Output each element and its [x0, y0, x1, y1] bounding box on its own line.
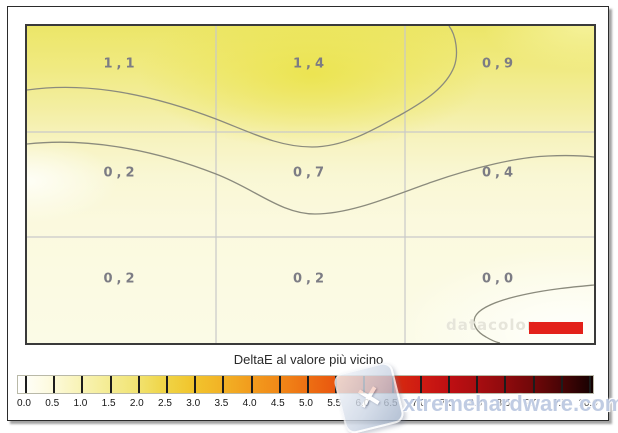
cell-value-label: 1,4 [292, 56, 329, 72]
colorbar-tick-label: 3.5 [214, 398, 229, 409]
colorbar-tick-label: 4.5 [270, 398, 285, 409]
colorbar-title: DeltaE al valore più vicino [233, 352, 384, 367]
cell-value-label: 0,9 [481, 56, 518, 72]
colorbar-tick [109, 376, 112, 393]
cell-value-label: 0,4 [481, 165, 518, 181]
colorbar-tick-label: 9.0 [524, 398, 539, 409]
cell-value-label: 0,2 [292, 271, 329, 287]
colorbar-tick [81, 376, 84, 393]
colorbar-tick-label: 1.0 [73, 398, 88, 409]
cell-value-label: 1,1 [103, 56, 139, 72]
contour-line-upper [27, 26, 458, 148]
colorbar-tick [504, 376, 507, 393]
cell-value-label: 0,2 [103, 271, 139, 287]
colorbar-tick [560, 376, 563, 393]
xtremehardware-watermark: xtremehardware.com [403, 391, 618, 416]
colorbar-tick-label: 7.0 [411, 398, 426, 409]
colorbar-tick-label: 3.0 [186, 398, 201, 409]
colorbar-tick-label: 7.5 [440, 398, 454, 409]
heatmap-plot: 1,1 1,4 0,9 0,2 0,7 0,4 0,2 0,2 0,0 datacolor [25, 24, 596, 345]
colorbar-tick-label: 10.0 [578, 398, 598, 409]
datacolor-watermark: datacolor [446, 316, 536, 334]
chart-frame: 1,1 1,4 0,9 0,2 0,7 0,4 0,2 0,2 0,0 datacolor De… [7, 6, 618, 433]
colorbar-tick-label: 9.5 [552, 398, 567, 409]
colorbar-tick [222, 376, 225, 393]
colorbar-gradient [17, 375, 594, 394]
colorbar-tick [532, 376, 535, 393]
colorbar-tick [307, 376, 309, 393]
colorbar-tick-label: 2.0 [129, 398, 144, 409]
colorbar-tick-labels: 0.00.51.01.52.02.53.03.54.04.55.05.56.06… [17, 398, 598, 412]
colorbar-tick [137, 376, 140, 393]
colorbar-tick-label: 8.5 [496, 398, 511, 409]
colorbar-tick-label: 8.0 [468, 398, 483, 409]
colorbar-tick-label: 5.0 [299, 398, 313, 409]
colorbar-tick-label: 2.5 [158, 398, 172, 409]
colorbar-tick [250, 376, 253, 393]
colorbar-tick [194, 376, 197, 393]
contour-line-bottom-right [473, 284, 594, 343]
colorbar-tick-label: 1.5 [101, 398, 116, 409]
colorbar-tick [476, 376, 479, 393]
colorbar-tick [166, 376, 168, 393]
colorbar-tick [53, 376, 56, 393]
contour-overlay [27, 26, 594, 343]
xtremehardware-logo-tile: ✕ [332, 360, 406, 433]
colorbar-tick [25, 376, 27, 393]
colorbar-tick-label: 5.5 [327, 398, 342, 409]
colorbar-tick-label: 0.0 [17, 398, 31, 409]
contour-line-middle [27, 141, 594, 215]
datacolor-logo-red-bar [529, 322, 583, 334]
cell-value-label: 0,7 [292, 165, 329, 181]
colorbar-tick [589, 376, 591, 393]
cell-value-label: 0,0 [481, 271, 518, 287]
colorbar-tick [419, 376, 422, 393]
colorbar-tick [278, 376, 281, 393]
colorbar-tick-label: 0.5 [45, 398, 60, 409]
x-icon: ✕ [352, 378, 386, 418]
colorbar-tick-label: 4.0 [242, 398, 257, 409]
cell-value-label: 0,2 [103, 165, 139, 181]
colorbar-tick [448, 376, 450, 393]
